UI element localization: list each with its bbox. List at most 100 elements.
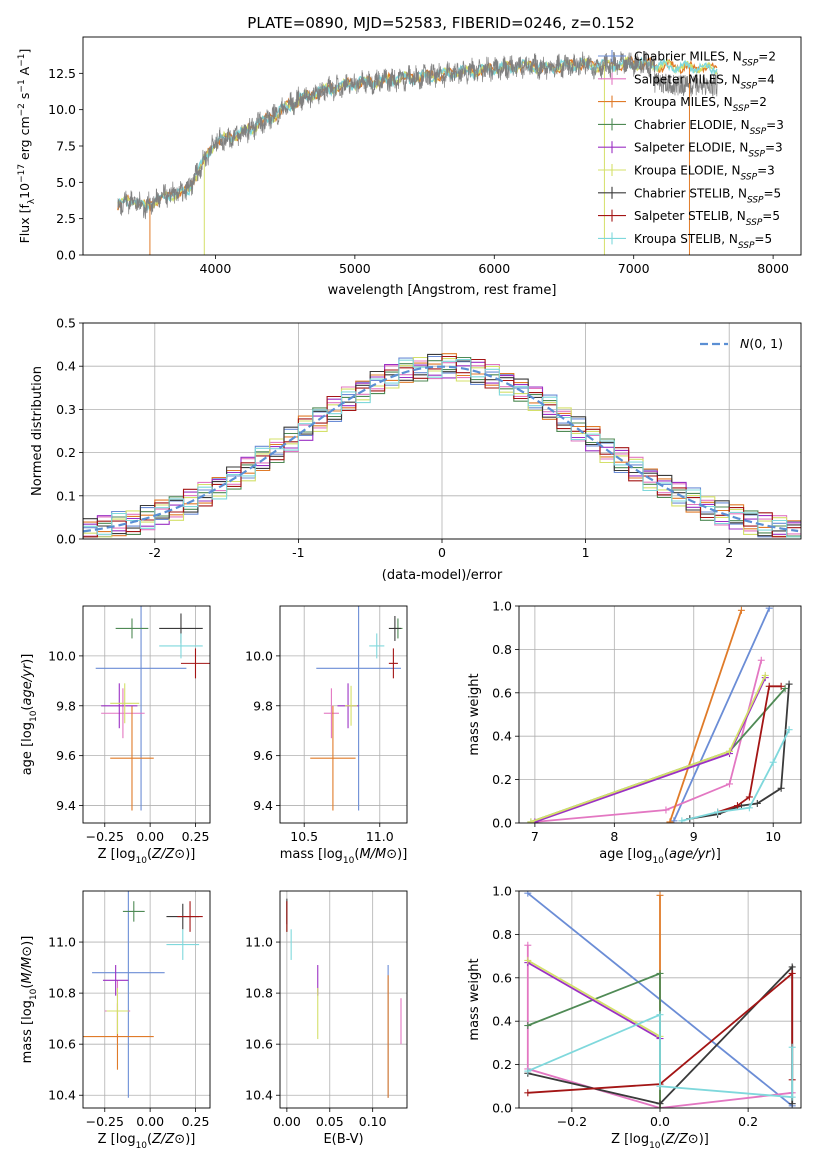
mw-age-ylabel: mass weight (467, 673, 482, 755)
legend-entry: Chabrier STELIB, NSSP=5 (634, 186, 781, 205)
age-mass-xlabel: mass [log10(M/M⊙)] (280, 847, 408, 866)
spectrum-xtick-label: 5000 (339, 261, 371, 276)
legend-entry: Chabrier ELODIE, NSSP=3 (634, 118, 784, 137)
age-z-ytick-label: 10.0 (48, 648, 76, 663)
mw-age-xtick-label: 10 (765, 829, 781, 844)
mw-age-ytick-label: 0.2 (492, 772, 512, 787)
age-z-ytick-label: 9.6 (56, 748, 76, 763)
mw-age-ytick-label: 0.8 (492, 642, 512, 657)
weight-line (534, 660, 763, 823)
age-mass-ytick-label: 9.6 (253, 748, 273, 763)
mass-z-ytick-label: 10.8 (48, 986, 76, 1001)
mw-age-ytick-label: 0.4 (492, 729, 512, 744)
mw-z-xtick-label: −0.2 (557, 1114, 587, 1129)
residuals-xtick-label: -1 (292, 545, 304, 560)
mass-weight-vs-age-panel: 7 8 9 10 0.0 0.2 0.4 0.6 0.8 1.0 age [log10(age/yr… (467, 599, 802, 866)
spectrum-ytick-label: 12.5 (48, 66, 76, 81)
weight-line (669, 610, 743, 823)
weight-line (527, 959, 661, 1038)
age-mass-plot-area (310, 606, 403, 811)
age-z-ytick-label: 9.8 (56, 698, 76, 713)
age-mass-frame (279, 605, 408, 824)
spectrum-ylabel: Flux [fλ10−17 erg cm−2 s−1 A−1] (17, 49, 37, 244)
legend-entry: Salpeter STELIB, NSSP=5 (634, 209, 780, 228)
mw-age-ytick-label: 0.6 (492, 685, 512, 700)
spectrum-xtick-label: 4000 (200, 261, 232, 276)
mw-age-xtick-label: 8 (610, 829, 618, 844)
mw-age-xtick-label: 7 (531, 829, 539, 844)
legend-entry: Salpeter ELODIE, NSSP=3 (634, 141, 783, 160)
residuals-xlabel: (data-model)/error (382, 568, 503, 583)
age-vs-metallicity-panel: −0.25 0.00 0.25 9.4 9.6 9.8 10.0 Z [log10(Z/Z⊙)… (20, 605, 211, 866)
mass-weight-vs-metallicity-panel: −0.2 0.0 0.2 0.0 0.2 0.4 0.6 0.8 1.0 Z [log10(Z/Z… (467, 884, 802, 1151)
mass-ebv-xtick-label: 0.10 (359, 1114, 387, 1129)
age-z-xtick-label: 0.00 (136, 829, 164, 844)
mw-age-ytick-label: 1.0 (492, 599, 512, 614)
mw-z-ytick-label: 0.8 (492, 927, 512, 942)
age-z-ylabel: age [log10(age/yr)] (20, 654, 39, 776)
spectrum-plot-area (117, 51, 718, 255)
mw-z-xtick-label: 0.0 (650, 1114, 670, 1129)
mw-z-ytick-label: 0.0 (492, 1101, 512, 1116)
weight-line (530, 687, 786, 823)
mass-z-xlabel: Z [log10(Z/Z⊙)] (98, 1132, 196, 1151)
age-z-plot-area (95, 606, 210, 811)
age-mass-ytick-label: 9.4 (253, 798, 273, 813)
legend-entry: Kroupa MILES, NSSP=2 (634, 95, 767, 114)
figure-title: PLATE=0890, MJD=52583, FIBERID=0246, z=0… (247, 14, 634, 32)
legend-entry: Chabrier MILES, NSSP=2 (634, 50, 776, 69)
age-mass-ytick-label: 10.0 (245, 648, 273, 663)
age-vs-mass-panel: 10.5 11.0 9.4 9.6 9.8 10.0 mass [log10(M/M⊙)] (245, 605, 408, 866)
mw-z-ytick-label: 0.6 (492, 970, 512, 985)
mw-z-ytick-label: 0.2 (492, 1057, 512, 1072)
spectrum-ytick-label: 0.0 (56, 248, 76, 263)
spectrum-ytick-label: 10.0 (48, 102, 76, 117)
residuals-ytick-label: 0.4 (56, 359, 76, 374)
mass-ebv-xlabel: E(B-V) (323, 1132, 363, 1147)
residuals-ylabel: Normed distribution (30, 366, 45, 496)
mass-z-ytick-label: 10.6 (48, 1037, 76, 1052)
residuals-ytick-label: 0.0 (56, 532, 76, 547)
legend-entry: Salpeter MILES, NSSP=4 (634, 72, 775, 91)
mass-z-ytick-label: 11.0 (48, 935, 76, 950)
mw-z-xlabel: Z [log10(Z/Z⊙)] (611, 1132, 709, 1151)
age-mass-xtick-label: 11.0 (366, 829, 394, 844)
mw-age-frame (518, 605, 802, 824)
mass-z-ylabel: mass [log10(M/M⊙)] (20, 936, 39, 1064)
age-mass-xtick-label: 10.5 (290, 829, 318, 844)
age-z-ytick-label: 9.4 (56, 798, 76, 813)
mass-ebv-ytick-label: 10.4 (245, 1088, 273, 1103)
spectrum-xtick-label: 7000 (618, 261, 650, 276)
mw-z-xtick-label: 0.2 (738, 1114, 758, 1129)
mw-z-plot-area (524, 891, 796, 1108)
mass-ebv-plot-area (286, 898, 402, 1098)
mass-vs-metallicity-panel: −0.25 0.00 0.25 10.4 10.6 10.8 11.0 Z [log10(Z/… (20, 890, 211, 1151)
legend-entry: Kroupa STELIB, NSSP=5 (634, 232, 772, 251)
residuals-xtick-label: 0 (438, 545, 446, 560)
mw-age-xlabel: age [log10(age/yr)] (599, 847, 721, 866)
spectrum-ytick-label: 2.5 (56, 211, 76, 226)
mw-z-ytick-label: 1.0 (492, 884, 512, 899)
age-mass-ytick-label: 9.8 (253, 698, 273, 713)
mw-age-plot-area (527, 606, 793, 823)
mass-ebv-ytick-label: 10.8 (245, 986, 273, 1001)
residuals-plot-area (83, 353, 801, 539)
normal-curve (83, 365, 799, 533)
residuals-xtick-label: -2 (149, 545, 161, 560)
mw-age-ytick-label: 0.0 (492, 816, 512, 831)
age-z-xlabel: Z [log10(Z/Z⊙)] (98, 847, 196, 866)
spectrum-panel: 4000 5000 6000 7000 8000 0.0 2.5 5.0 7.5 10.0 12.5… (17, 36, 802, 298)
weight-line (527, 971, 794, 1094)
age-z-xtick-label: −0.25 (86, 829, 124, 844)
mass-ebv-ytick-label: 11.0 (245, 935, 273, 950)
mass-ebv-ytick-label: 10.6 (245, 1037, 273, 1052)
mw-z-ytick-label: 0.4 (492, 1014, 512, 1029)
residuals-ytick-label: 0.2 (56, 445, 76, 460)
mass-ebv-xtick-label: 0.00 (273, 1114, 301, 1129)
residual-histogram-panel: -2 -1 0 1 2 0.0 0.1 0.2 0.3 0.4 0.5 (data-model)/er… (30, 316, 802, 583)
observed-spectrum-line (117, 51, 718, 220)
mass-ebv-xtick-label: 0.05 (316, 1114, 344, 1129)
weight-line (527, 961, 661, 1040)
legend-normal-label: N(0, 1) (740, 336, 783, 351)
